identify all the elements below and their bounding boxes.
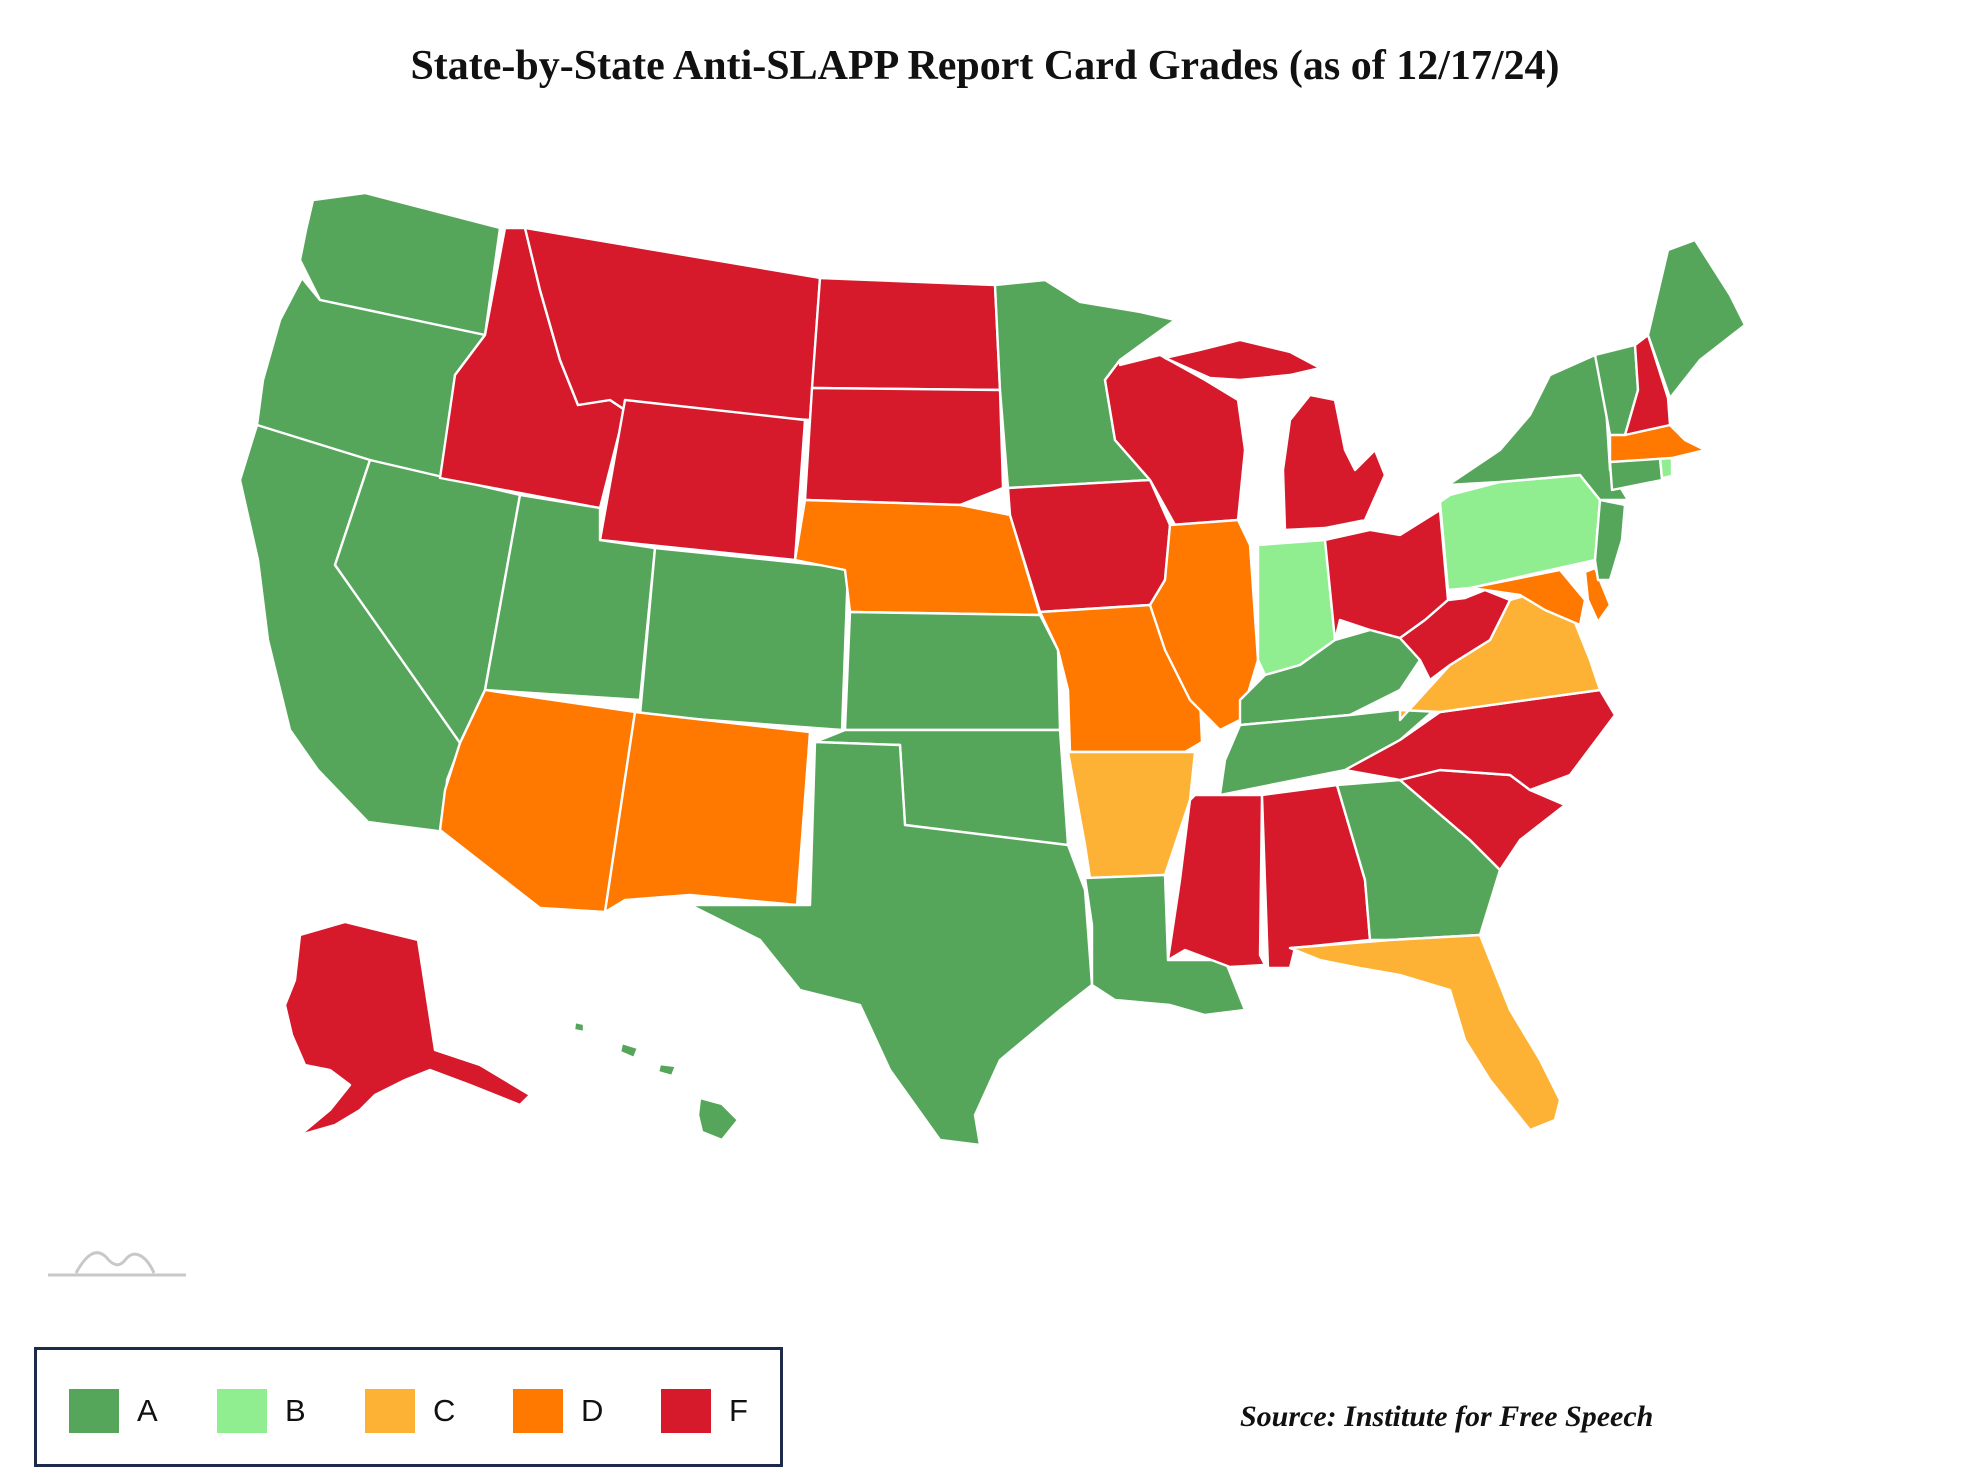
state-DE[interactable] <box>1583 566 1612 624</box>
state-CT[interactable] <box>1608 456 1664 492</box>
state-NJ[interactable] <box>1593 498 1627 582</box>
page-title: State-by-State Anti-SLAPP Report Card Gr… <box>410 43 1560 89</box>
legend-label-d: D <box>581 1393 604 1428</box>
state-MD[interactable] <box>1468 568 1587 627</box>
legend-swatch-c <box>365 1389 415 1433</box>
state-NC[interactable] <box>1343 688 1617 792</box>
state-AK[interactable] <box>283 920 532 1137</box>
us-grade-map <box>238 191 1747 1147</box>
state-LA[interactable] <box>1083 873 1247 1017</box>
state-RI[interactable] <box>1658 456 1674 480</box>
legend-label-a: A <box>137 1393 158 1428</box>
legend-label-b: B <box>285 1393 306 1428</box>
legend: A B C D F <box>34 1347 783 1467</box>
state-FL[interactable] <box>1288 933 1562 1132</box>
legend-swatch-b <box>217 1389 267 1433</box>
state-WY[interactable] <box>598 398 807 562</box>
state-KS[interactable] <box>843 610 1062 732</box>
state-TX[interactable] <box>688 740 1094 1147</box>
state-PA[interactable] <box>1438 473 1602 592</box>
state-ME[interactable] <box>1646 238 1747 400</box>
legend-label-c: C <box>433 1393 456 1428</box>
state-AZ[interactable] <box>438 688 637 914</box>
state-MS[interactable] <box>1166 793 1267 969</box>
state-SD[interactable] <box>803 386 1005 507</box>
legend-swatch-f <box>661 1389 711 1433</box>
state-MI[interactable] <box>1163 338 1387 532</box>
legend-label-f: F <box>729 1393 748 1428</box>
state-CO[interactable] <box>638 546 850 732</box>
legend-swatch-d <box>513 1389 563 1433</box>
state-ND[interactable] <box>810 276 1002 392</box>
map-logo-icon <box>48 1251 186 1277</box>
state-NM[interactable] <box>603 710 812 914</box>
state-IL[interactable] <box>1148 518 1260 732</box>
legend-swatch-a <box>69 1389 119 1433</box>
source-note: Source: Institute for Free Speech <box>1240 1400 1654 1433</box>
state-NY[interactable] <box>1446 353 1630 502</box>
state-AR[interactable] <box>1066 750 1197 880</box>
state-HI[interactable] <box>572 1020 740 1142</box>
state-WI[interactable] <box>1103 353 1247 527</box>
